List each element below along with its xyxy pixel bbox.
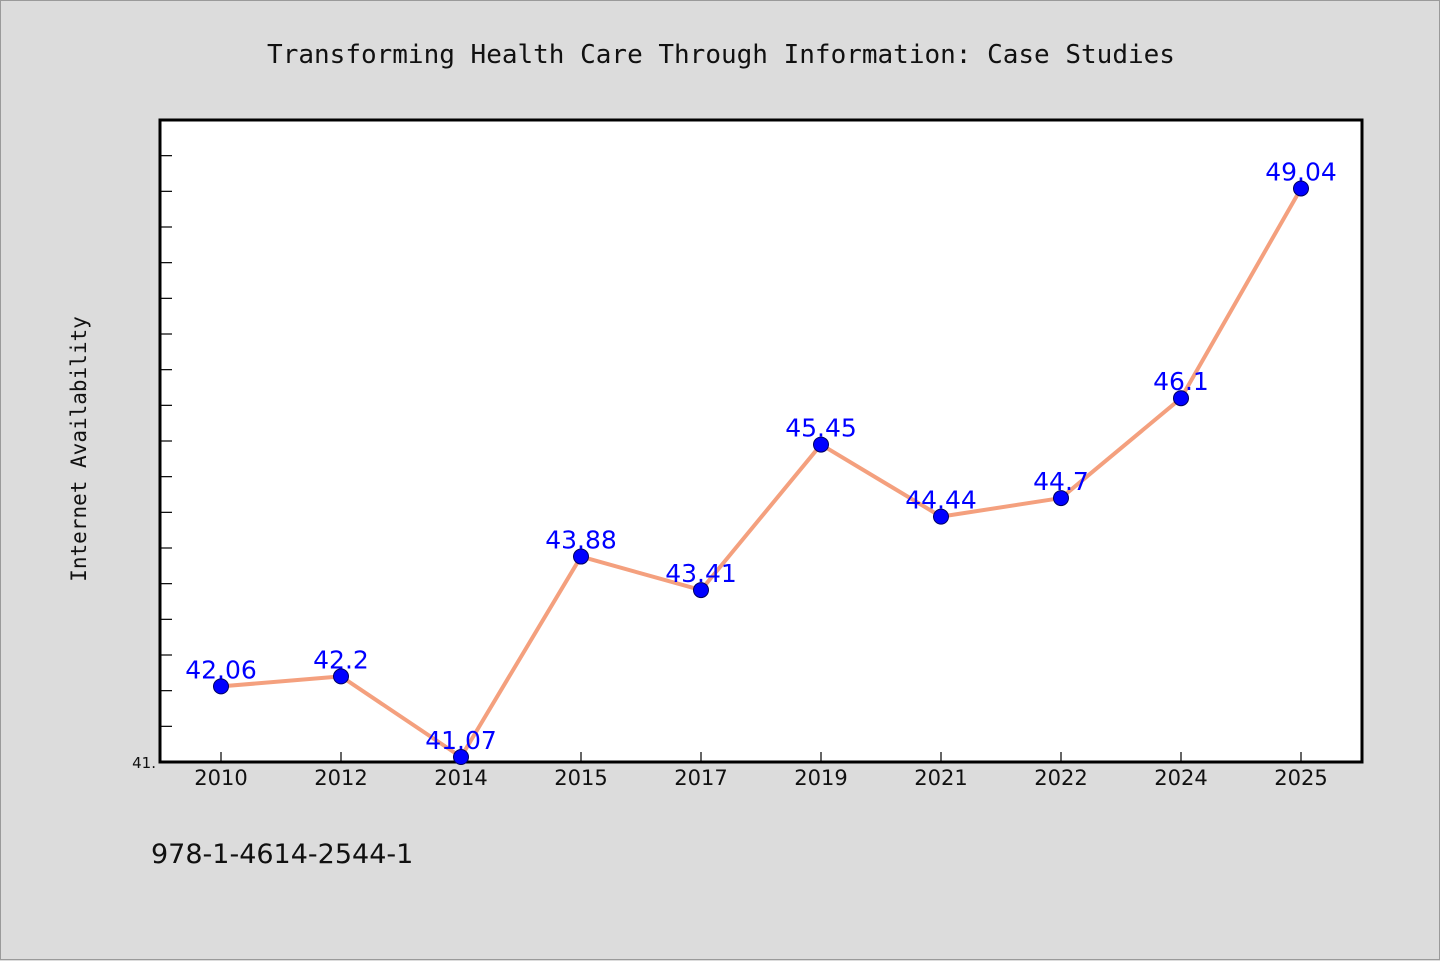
data-point — [1293, 180, 1309, 197]
y-tick-label: 41. — [132, 754, 156, 772]
isbn-footer: 978-1-4614-2544-1 — [151, 839, 413, 870]
x-tick-label: 2025 — [1274, 766, 1327, 790]
x-tick-label: 2024 — [1154, 766, 1207, 790]
x-tick-label: 2021 — [914, 766, 967, 790]
x-tick-label: 2012 — [314, 766, 367, 790]
plot-area — [158, 118, 1364, 764]
data-point — [693, 582, 709, 599]
x-tick-label: 2010 — [194, 766, 247, 790]
data-point — [213, 678, 229, 695]
series-line — [219, 186, 1303, 760]
data-point — [333, 668, 349, 685]
series-line-group — [219, 186, 1303, 760]
data-label: 45.45 — [785, 414, 857, 443]
data-label: 44.44 — [905, 486, 977, 515]
x-tick-label: 2015 — [554, 766, 607, 790]
x-tick-label: 2019 — [794, 766, 847, 790]
chart-title: Transforming Health Care Through Informa… — [267, 40, 1175, 70]
x-tick-label: 2022 — [1034, 766, 1087, 790]
y-axis-ticks — [160, 155, 172, 727]
data-point — [933, 508, 949, 525]
data-labels: 42.06 42.2 41.07 43.88 43.41 45.45 44.44 44.7 46… — [185, 157, 1337, 755]
data-point — [573, 548, 589, 565]
data-label: 42.2 — [313, 645, 369, 674]
data-label: 44.7 — [1033, 467, 1089, 496]
data-point — [813, 436, 829, 453]
data-point — [1173, 390, 1189, 407]
data-point — [453, 749, 469, 766]
data-label: 43.41 — [665, 559, 737, 588]
data-label: 43.88 — [545, 526, 617, 555]
y-axis-label: Internet Availability — [67, 316, 91, 582]
data-label: 46.1 — [1153, 367, 1209, 396]
x-axis-ticks: 2010 2012 2014 2015 2017 2019 2021 2022 2024 2025 — [194, 752, 1328, 790]
x-tick-label: 2014 — [434, 766, 487, 790]
data-label: 41.07 — [425, 726, 497, 755]
data-label: 42.06 — [185, 655, 257, 684]
data-points — [213, 180, 1309, 766]
x-tick-label: 2017 — [674, 766, 727, 790]
data-point — [1053, 490, 1069, 507]
data-label: 49.04 — [1265, 157, 1337, 186]
